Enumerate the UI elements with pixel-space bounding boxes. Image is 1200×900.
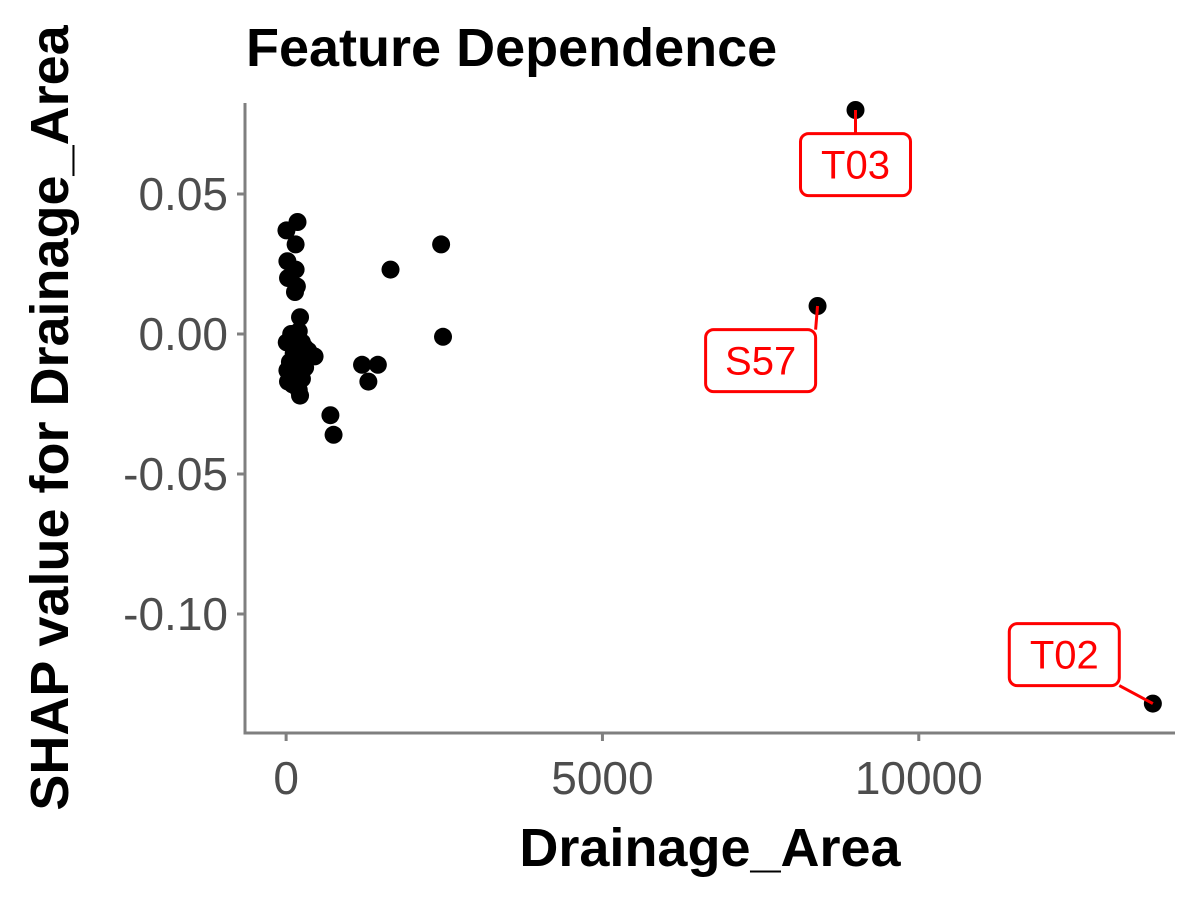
data-point	[285, 283, 304, 301]
annotation-leader-line	[814, 305, 820, 330]
data-point	[291, 386, 310, 405]
data-point	[434, 327, 453, 346]
annotation-t02: T02	[1007, 622, 1154, 705]
points-layer	[277, 101, 1162, 713]
data-point	[432, 235, 451, 254]
annotation-leader-line	[1118, 684, 1154, 705]
x-ticks: 0 5000 10000	[273, 733, 983, 804]
annotation-box	[704, 328, 818, 394]
data-point	[381, 260, 400, 279]
chart-title: Feature Dependence	[246, 18, 777, 78]
annotation-box	[799, 132, 913, 198]
data-point	[321, 406, 340, 425]
x-tick-label: 10000	[855, 752, 983, 804]
annotation-t03: T03	[799, 110, 913, 198]
y-tick-label: -0.05	[123, 448, 228, 500]
data-point	[291, 308, 310, 327]
y-tick-label: 0.05	[138, 168, 228, 220]
annotation-label: S57	[725, 340, 796, 384]
y-tick-label: -0.10	[123, 588, 228, 640]
annotation-label: T03	[821, 144, 890, 188]
data-point	[286, 235, 305, 254]
data-point	[288, 213, 307, 231]
data-point	[359, 372, 378, 391]
annotation-s57: S57	[704, 305, 820, 394]
plot-area: T03 S57 T02	[277, 101, 1162, 713]
annotation-label: T02	[1030, 634, 1099, 678]
y-tick-label: 0.00	[138, 308, 228, 360]
data-point	[324, 425, 343, 444]
x-tick-label: 0	[273, 752, 299, 804]
annotation-box	[1007, 622, 1121, 688]
x-axis-title: Drainage_Area	[519, 818, 901, 878]
x-tick-label: 5000	[551, 752, 653, 804]
y-ticks: 0.05 0.00 -0.05 -0.10	[123, 168, 245, 640]
data-point	[353, 355, 372, 374]
y-axis-title: SHAP value for Drainage_Area	[20, 24, 80, 810]
data-point	[368, 355, 387, 374]
annotations-layer: T03 S57 T02	[704, 110, 1154, 705]
